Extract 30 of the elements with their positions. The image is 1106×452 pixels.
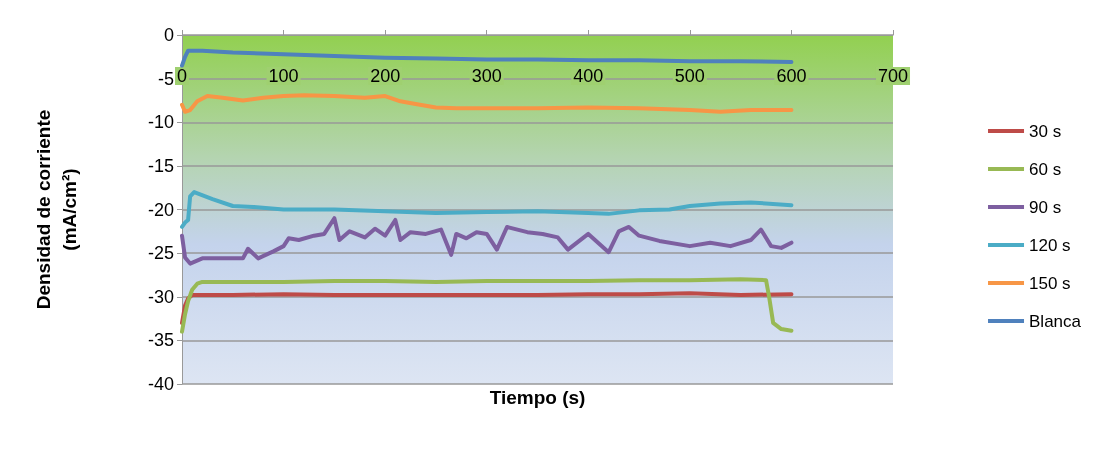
legend-label: 60 s	[1029, 159, 1062, 179]
legend-label: 30 s	[1029, 121, 1062, 141]
line-series	[180, 277, 794, 334]
y-tick-label: -10	[147, 112, 174, 133]
legend-label: Blanca	[1029, 311, 1082, 331]
x-tick-label: 700	[877, 66, 909, 86]
x-tick-label: 200	[370, 66, 401, 86]
x-axis-title: Tiempo (s)	[489, 387, 586, 408]
y-tick-label: -35	[147, 330, 174, 351]
legend-label: 120 s	[1029, 235, 1071, 255]
y-tick-label: -40	[147, 374, 174, 394]
y-tick-label: -15	[147, 155, 174, 176]
y-tick-label: -5	[157, 68, 174, 89]
line-series	[180, 93, 794, 114]
legend-label: 90 s	[1029, 197, 1062, 217]
y-tick-label: -25	[147, 243, 174, 264]
x-tick-label: 600	[776, 66, 807, 86]
line-series	[180, 216, 794, 266]
x-tick-label: 100	[268, 66, 299, 86]
line-series	[180, 190, 794, 229]
legend-label: 150 s	[1029, 273, 1071, 293]
x-tick-label: 400	[573, 66, 604, 86]
y-tick-label: -30	[147, 286, 174, 307]
y-tick-label: 0	[163, 25, 174, 45]
x-tick-label: 300	[471, 66, 502, 86]
x-tick-label: 0	[176, 66, 188, 86]
y-axis-title: Densidad de corriente (mA/cm²)	[32, 109, 80, 310]
x-tick-label: 500	[674, 66, 705, 86]
line-series	[180, 291, 794, 325]
y-tick-label: -20	[147, 199, 174, 220]
